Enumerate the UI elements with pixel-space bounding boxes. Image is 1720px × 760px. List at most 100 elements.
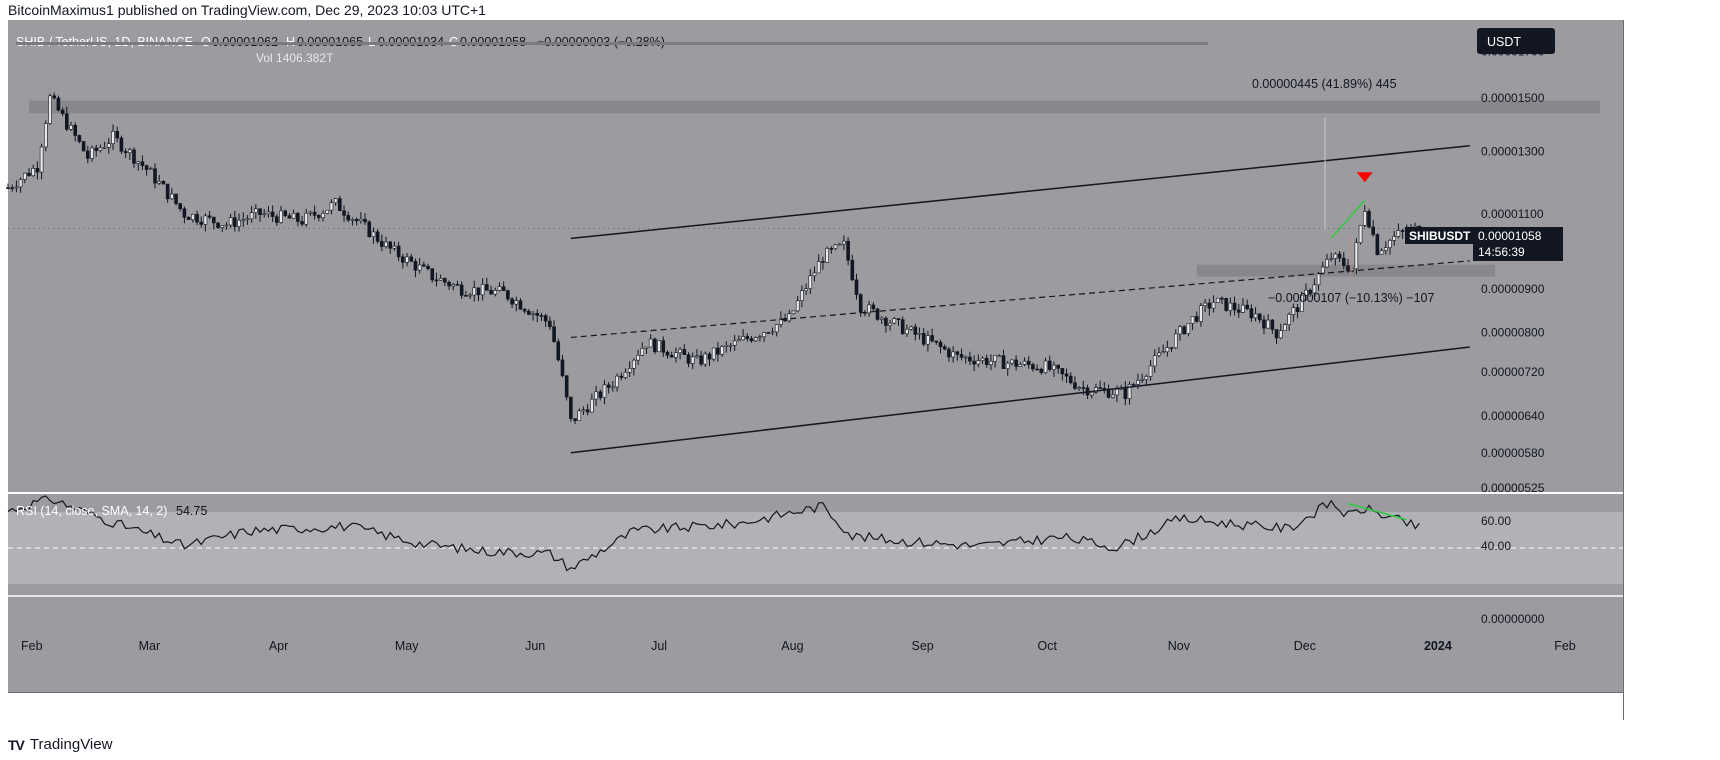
candle-body (1127, 384, 1132, 399)
candle-body (346, 215, 351, 221)
candle-body (728, 344, 733, 347)
price-tick-label: 0.00000640 (1481, 409, 1545, 423)
candle-body (1115, 388, 1119, 396)
candle-body (1056, 364, 1060, 369)
candle-body (1392, 236, 1396, 241)
candle-body (60, 109, 65, 114)
candle-body (531, 312, 535, 315)
candle-body (1089, 392, 1094, 396)
candle-body (627, 368, 632, 373)
candle-body (1064, 373, 1069, 377)
candle-body (590, 398, 594, 413)
candle-body (846, 240, 850, 261)
candle-body (816, 261, 821, 274)
candle-body (489, 290, 493, 295)
candle-body (585, 409, 590, 413)
candle-body (476, 287, 481, 296)
chart-area[interactable] (8, 20, 1623, 720)
candle-body (1291, 307, 1296, 315)
candle-body (762, 332, 766, 338)
candle-body (371, 231, 376, 237)
candle-body (1077, 387, 1081, 389)
candle-body (871, 304, 876, 310)
candle-body (787, 313, 792, 322)
time-label: May (395, 639, 419, 653)
candle-body (1199, 305, 1203, 322)
time-label: Oct (1038, 639, 1058, 653)
price-ticks: 0.00001700 0.00001500 0.00001300 0.00001100… (1481, 44, 1545, 495)
candle-body (249, 212, 254, 220)
candle-body (972, 360, 976, 365)
candle-body (392, 245, 397, 249)
candle-body (510, 298, 514, 305)
candle-body (73, 124, 78, 136)
candle-body (291, 213, 296, 219)
candle-body (90, 147, 94, 159)
time-label: Nov (1168, 639, 1191, 653)
time-labels: Feb Mar Apr May Jun Jul Aug Sep Oct Nov Dec 2024 Feb (21, 639, 1576, 653)
candle-body (283, 210, 288, 216)
candle-body (804, 288, 808, 292)
candle-body (690, 356, 695, 364)
candle-body (703, 353, 708, 365)
candle-body (661, 340, 666, 353)
candle-body (396, 245, 401, 258)
candle-body (770, 331, 775, 334)
price-tick-label: 0.00001300 (1481, 144, 1545, 158)
candle-body (1220, 297, 1224, 300)
rsi-tick-label: 60.00 (1481, 514, 1511, 528)
candle-body (111, 131, 115, 144)
candle-body (1068, 375, 1073, 384)
candle-body (312, 211, 317, 216)
candle-body (779, 318, 783, 325)
candle-body (678, 349, 682, 354)
candle-body (23, 172, 27, 180)
candle-body (602, 384, 607, 398)
price-axis[interactable] (1623, 20, 1720, 720)
candle-body (186, 217, 191, 220)
candle-body (506, 290, 510, 300)
candle-body (573, 418, 577, 421)
candle-body (455, 284, 460, 286)
footer: TV TradingView (8, 736, 112, 753)
candle-body (963, 356, 968, 359)
candle-body (1148, 365, 1153, 377)
candle-body (1316, 273, 1321, 286)
candle-body (623, 372, 628, 378)
candle-body (1341, 257, 1346, 266)
candle-body (203, 215, 208, 225)
candle-body (216, 222, 220, 228)
candle-body (1144, 376, 1149, 380)
candle-body (497, 286, 502, 291)
candle-body (1228, 302, 1233, 311)
candle-body (1131, 384, 1136, 386)
candle-body (56, 97, 61, 111)
candle-body (1400, 230, 1405, 232)
symbol-tag (1405, 227, 1473, 244)
candle-body (14, 186, 19, 189)
candle-body (888, 322, 892, 326)
rsi-tick-label: 0.00000000 (1481, 612, 1545, 626)
candle-body (905, 328, 909, 335)
currency-badge[interactable] (1477, 28, 1555, 54)
candle-body (1169, 347, 1174, 349)
lower-measure-label: −0.00000107 (−10.13%) −107 (1268, 291, 1435, 305)
candle-body (1031, 364, 1035, 370)
candle-body (900, 319, 905, 335)
candle-body (401, 256, 405, 263)
last-price-value: 0.00001058 (1478, 229, 1542, 243)
price-tick-label: 0.00000525 (1481, 481, 1545, 495)
candle-body (363, 218, 367, 223)
candle-body (640, 348, 645, 356)
candle-body (1278, 330, 1283, 339)
candle-body (35, 168, 40, 173)
candle-body (1194, 316, 1199, 322)
time-axis[interactable] (8, 692, 1623, 721)
candle-body (1329, 258, 1333, 260)
time-label: Feb (1554, 639, 1576, 653)
candle-body (275, 216, 279, 223)
candle-body (1203, 302, 1207, 306)
candle-body (1308, 289, 1312, 294)
candle-body (1186, 323, 1191, 335)
